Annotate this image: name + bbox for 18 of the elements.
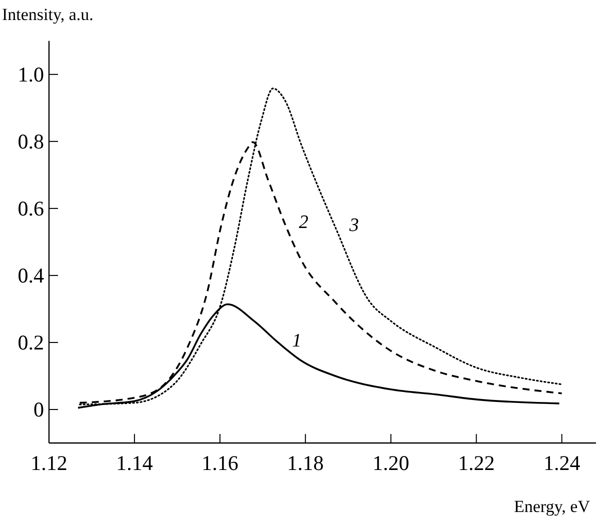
y-tick-label: 0.2 — [18, 330, 44, 354]
series-label: 1 — [292, 330, 302, 352]
x-tick-label: 1.20 — [372, 451, 410, 475]
y-axis-title: Intensity, a.u. — [2, 5, 94, 24]
y-tick-label: 0.8 — [18, 129, 44, 154]
x-tick-label: 1.12 — [30, 451, 68, 475]
series-label: 2 — [298, 212, 309, 233]
series-label: 3 — [348, 215, 359, 236]
x-tick-label: 1.22 — [458, 451, 495, 475]
y-tick-label: 0 — [34, 397, 44, 422]
y-tick-label: 0.6 — [18, 196, 44, 220]
x-axis-title: Energy, eV — [514, 497, 591, 516]
x-tick-label: 1.16 — [202, 451, 238, 475]
y-tick-label: 0.4 — [18, 263, 44, 288]
x-tick-label: 1.24 — [543, 451, 581, 475]
x-tick-label: 1.14 — [116, 451, 154, 475]
x-tick-label: 1.18 — [287, 451, 324, 475]
y-tick-label: 1.0 — [18, 62, 44, 86]
